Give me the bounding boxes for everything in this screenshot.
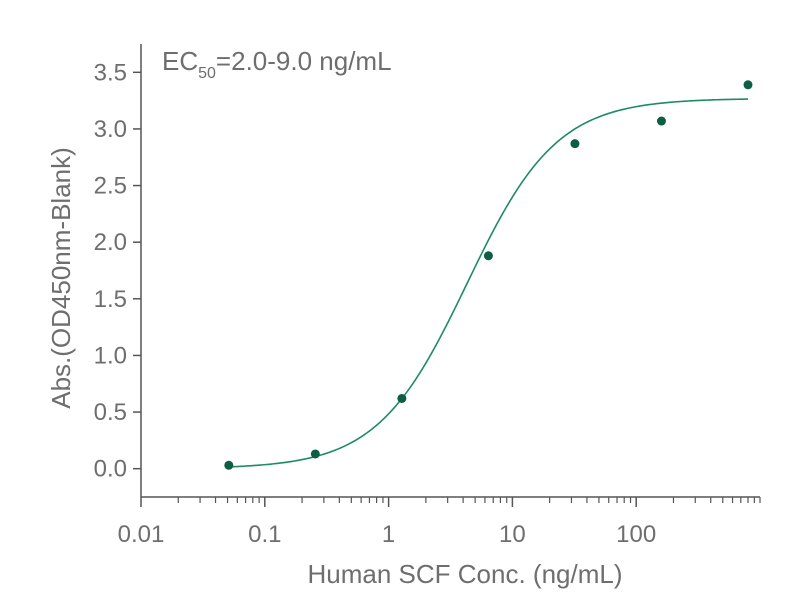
y-tick-label: 1.0 [94, 342, 127, 369]
x-axis-title: Human SCF Conc. (ng/mL) [308, 559, 623, 589]
x-tick-label: 0.01 [118, 521, 165, 548]
ec50-annotation-value: =2.0-9.0 ng/mL [216, 46, 392, 76]
y-tick-label: 0.5 [94, 399, 127, 426]
x-tick-label: 10 [499, 521, 526, 548]
y-tick-label: 3.0 [94, 116, 127, 143]
data-point [743, 80, 753, 90]
x-ticks: 0.01 0.1 1 10 100 [118, 497, 656, 548]
y-tick-label: 0.0 [94, 456, 127, 483]
y-tick-label: 2.0 [94, 229, 127, 256]
data-point [483, 251, 493, 261]
y-tick-label: 1.5 [94, 286, 127, 313]
data-point [656, 116, 666, 126]
y-tick-label: 3.5 [94, 59, 127, 86]
data-point [224, 460, 234, 470]
y-ticks: 0.0 0.5 1.0 1.5 2.0 2.5 3.0 3.5 [94, 59, 141, 483]
ec50-annotation-main: EC [162, 46, 198, 76]
x-tick-label: 1 [382, 521, 395, 548]
y-tick-label: 2.5 [94, 173, 127, 200]
x-tick-label: 100 [616, 521, 656, 548]
y-axis-title: Abs.(OD450nm-Blank) [46, 147, 76, 409]
data-point [570, 139, 580, 149]
data-point [397, 393, 407, 403]
axes: 0.0 0.5 1.0 1.5 2.0 2.5 3.0 3.5 0.01 0.1 1 10 100 [94, 44, 761, 548]
data-points [224, 80, 753, 470]
x-minor-ticks [177, 497, 761, 503]
data-point [310, 449, 320, 459]
ec50-annotation: EC50=2.0-9.0 ng/mL [162, 46, 392, 82]
fit-curve [228, 98, 749, 468]
x-tick-label: 0.1 [248, 521, 281, 548]
ec50-annotation-sub: 50 [198, 65, 216, 82]
